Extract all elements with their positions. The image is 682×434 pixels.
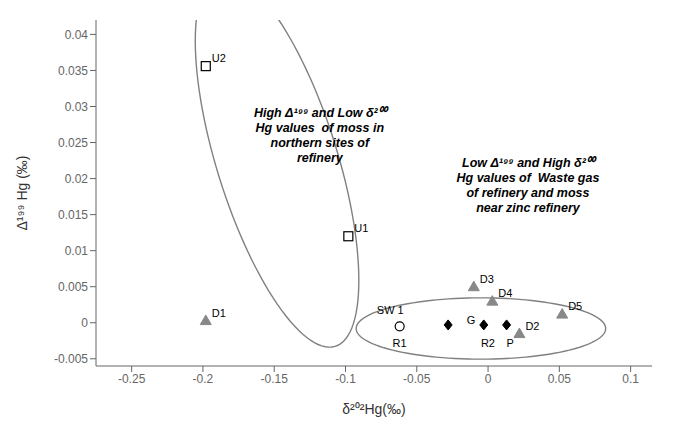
svg-text:D2: D2: [525, 320, 539, 332]
svg-text:0.015: 0.015: [58, 208, 88, 222]
svg-text:D4: D4: [498, 287, 512, 299]
svg-text:-0.25: -0.25: [118, 372, 146, 386]
svg-text:D3: D3: [480, 273, 494, 285]
svg-text:-0.1: -0.1: [335, 372, 356, 386]
svg-text:0.01: 0.01: [65, 244, 89, 258]
svg-text:Δ¹⁹⁹ Hg (‰): Δ¹⁹⁹ Hg (‰): [14, 155, 30, 230]
svg-text:P: P: [507, 337, 514, 349]
svg-text:0: 0: [81, 316, 88, 330]
svg-text:0.005: 0.005: [58, 280, 88, 294]
svg-text:0.035: 0.035: [58, 64, 88, 78]
svg-text:-0.2: -0.2: [193, 372, 214, 386]
svg-text:0.03: 0.03: [65, 100, 89, 114]
svg-text:U1: U1: [354, 222, 368, 234]
svg-text:0: 0: [485, 372, 492, 386]
svg-text:0.05: 0.05: [548, 372, 572, 386]
svg-text:-0.005: -0.005: [54, 352, 88, 366]
svg-text:G: G: [467, 314, 476, 326]
svg-text:δ²⁰²Hg(‰): δ²⁰²Hg(‰): [342, 401, 405, 417]
svg-text:0.025: 0.025: [58, 136, 88, 150]
svg-text:High Δ¹⁹⁹ and Low δ²⁰⁰Hg value: High Δ¹⁹⁹ and Low δ²⁰⁰Hg values of moss …: [254, 106, 389, 165]
svg-text:D5: D5: [568, 300, 582, 312]
svg-text:Low Δ¹⁹⁹ and High δ²⁰⁰Hg value: Low Δ¹⁹⁹ and High δ²⁰⁰Hg values of Waste…: [457, 156, 600, 215]
svg-text:0.04: 0.04: [65, 28, 89, 42]
svg-text:0.02: 0.02: [65, 172, 89, 186]
svg-text:R1: R1: [393, 337, 407, 349]
svg-text:U2: U2: [212, 52, 226, 64]
svg-text:-0.05: -0.05: [403, 372, 431, 386]
svg-text:R2: R2: [481, 337, 495, 349]
svg-text:-0.15: -0.15: [261, 372, 289, 386]
svg-text:0.1: 0.1: [622, 372, 639, 386]
svg-text:D1: D1: [212, 307, 226, 319]
svg-text:SW 1: SW 1: [377, 304, 404, 316]
